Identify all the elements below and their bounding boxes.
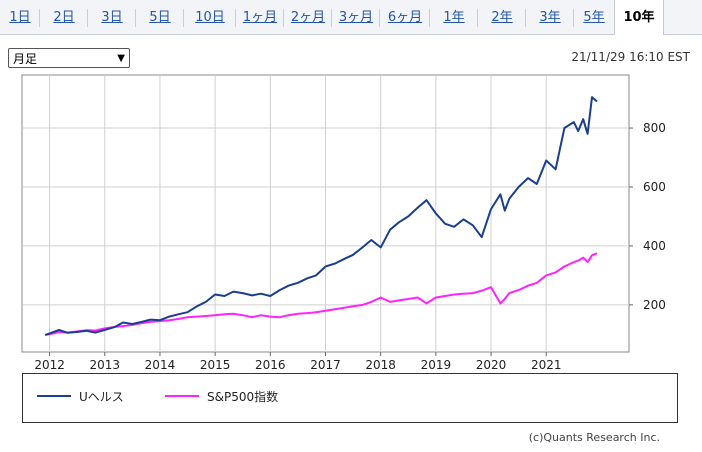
tab-12[interactable]: 5年 bbox=[583, 10, 605, 25]
x-tick-label-2015: 2015 bbox=[200, 358, 231, 372]
tab-separator bbox=[477, 9, 478, 27]
tab-3[interactable]: 5日 bbox=[149, 10, 171, 25]
legend-swatch-sp500 bbox=[165, 395, 199, 397]
tab-separator bbox=[87, 9, 88, 27]
x-tick-label-2018: 2018 bbox=[365, 358, 396, 372]
x-tick-label-2021: 2021 bbox=[531, 358, 562, 372]
x-tick-label-2016: 2016 bbox=[255, 358, 286, 372]
x-tick-label-2013: 2013 bbox=[89, 358, 120, 372]
credit: (c)Quants Research Inc. bbox=[528, 431, 660, 444]
tab-11[interactable]: 3年 bbox=[539, 10, 561, 25]
tab-separator bbox=[379, 9, 380, 27]
tab-6[interactable]: 2ヶ月 bbox=[290, 10, 326, 25]
tab-separator bbox=[331, 9, 332, 27]
tab-separator bbox=[429, 9, 430, 27]
tab-1[interactable]: 2日 bbox=[53, 10, 75, 25]
y-tick-label-200: 200 bbox=[643, 298, 666, 312]
period-select-value: 月足 bbox=[13, 52, 38, 66]
period-tabs: 1日 2日 3日 5日 10日 1ヶ月 2ヶ月 3ヶ月 6ヶ月 1年 2年 3年 5年 10年 bbox=[0, 0, 702, 35]
tab-separator bbox=[183, 9, 184, 27]
x-tick-label-2012: 2012 bbox=[34, 358, 65, 372]
tab-0[interactable]: 1日 bbox=[9, 10, 31, 25]
y-tick-label-400: 400 bbox=[643, 239, 666, 253]
tab-2[interactable]: 3日 bbox=[101, 10, 123, 25]
tab-10[interactable]: 2年 bbox=[491, 10, 513, 25]
legend-swatch-uhealth bbox=[37, 395, 71, 397]
x-tick-label-2019: 2019 bbox=[421, 358, 452, 372]
tab-9[interactable]: 1年 bbox=[443, 10, 465, 25]
tab-5[interactable]: 1ヶ月 bbox=[242, 10, 278, 25]
x-tick-label-2017: 2017 bbox=[310, 358, 341, 372]
timestamp: 21/11/29 16:10 EST bbox=[571, 50, 690, 64]
legend-label-sp500: S&P500指数 bbox=[207, 390, 279, 404]
x-tick-label-2020: 2020 bbox=[476, 358, 507, 372]
series-line-0 bbox=[44, 96, 598, 336]
legend: Uヘルス S&P500指数 bbox=[22, 373, 678, 423]
x-tick-label-2014: 2014 bbox=[145, 358, 176, 372]
series-line-1 bbox=[45, 252, 598, 336]
tab-4[interactable]: 10日 bbox=[195, 10, 225, 25]
tab-separator bbox=[573, 9, 574, 27]
tab-8[interactable]: 6ヶ月 bbox=[387, 10, 423, 25]
tab-separator bbox=[283, 9, 284, 27]
tab-separator bbox=[235, 9, 236, 27]
legend-label-uhealth: Uヘルス bbox=[79, 390, 124, 404]
tab-13[interactable]: 10年 bbox=[614, 0, 664, 35]
y-tick-label-800: 800 bbox=[643, 121, 666, 135]
tab-separator bbox=[135, 9, 136, 27]
tab-7[interactable]: 3ヶ月 bbox=[338, 10, 374, 25]
tab-separator bbox=[39, 9, 40, 27]
period-select[interactable]: 月足 ▼ bbox=[8, 48, 130, 68]
chevron-down-icon: ▼ bbox=[117, 53, 125, 64]
tab-separator bbox=[525, 9, 526, 27]
y-tick-label-600: 600 bbox=[643, 180, 666, 194]
